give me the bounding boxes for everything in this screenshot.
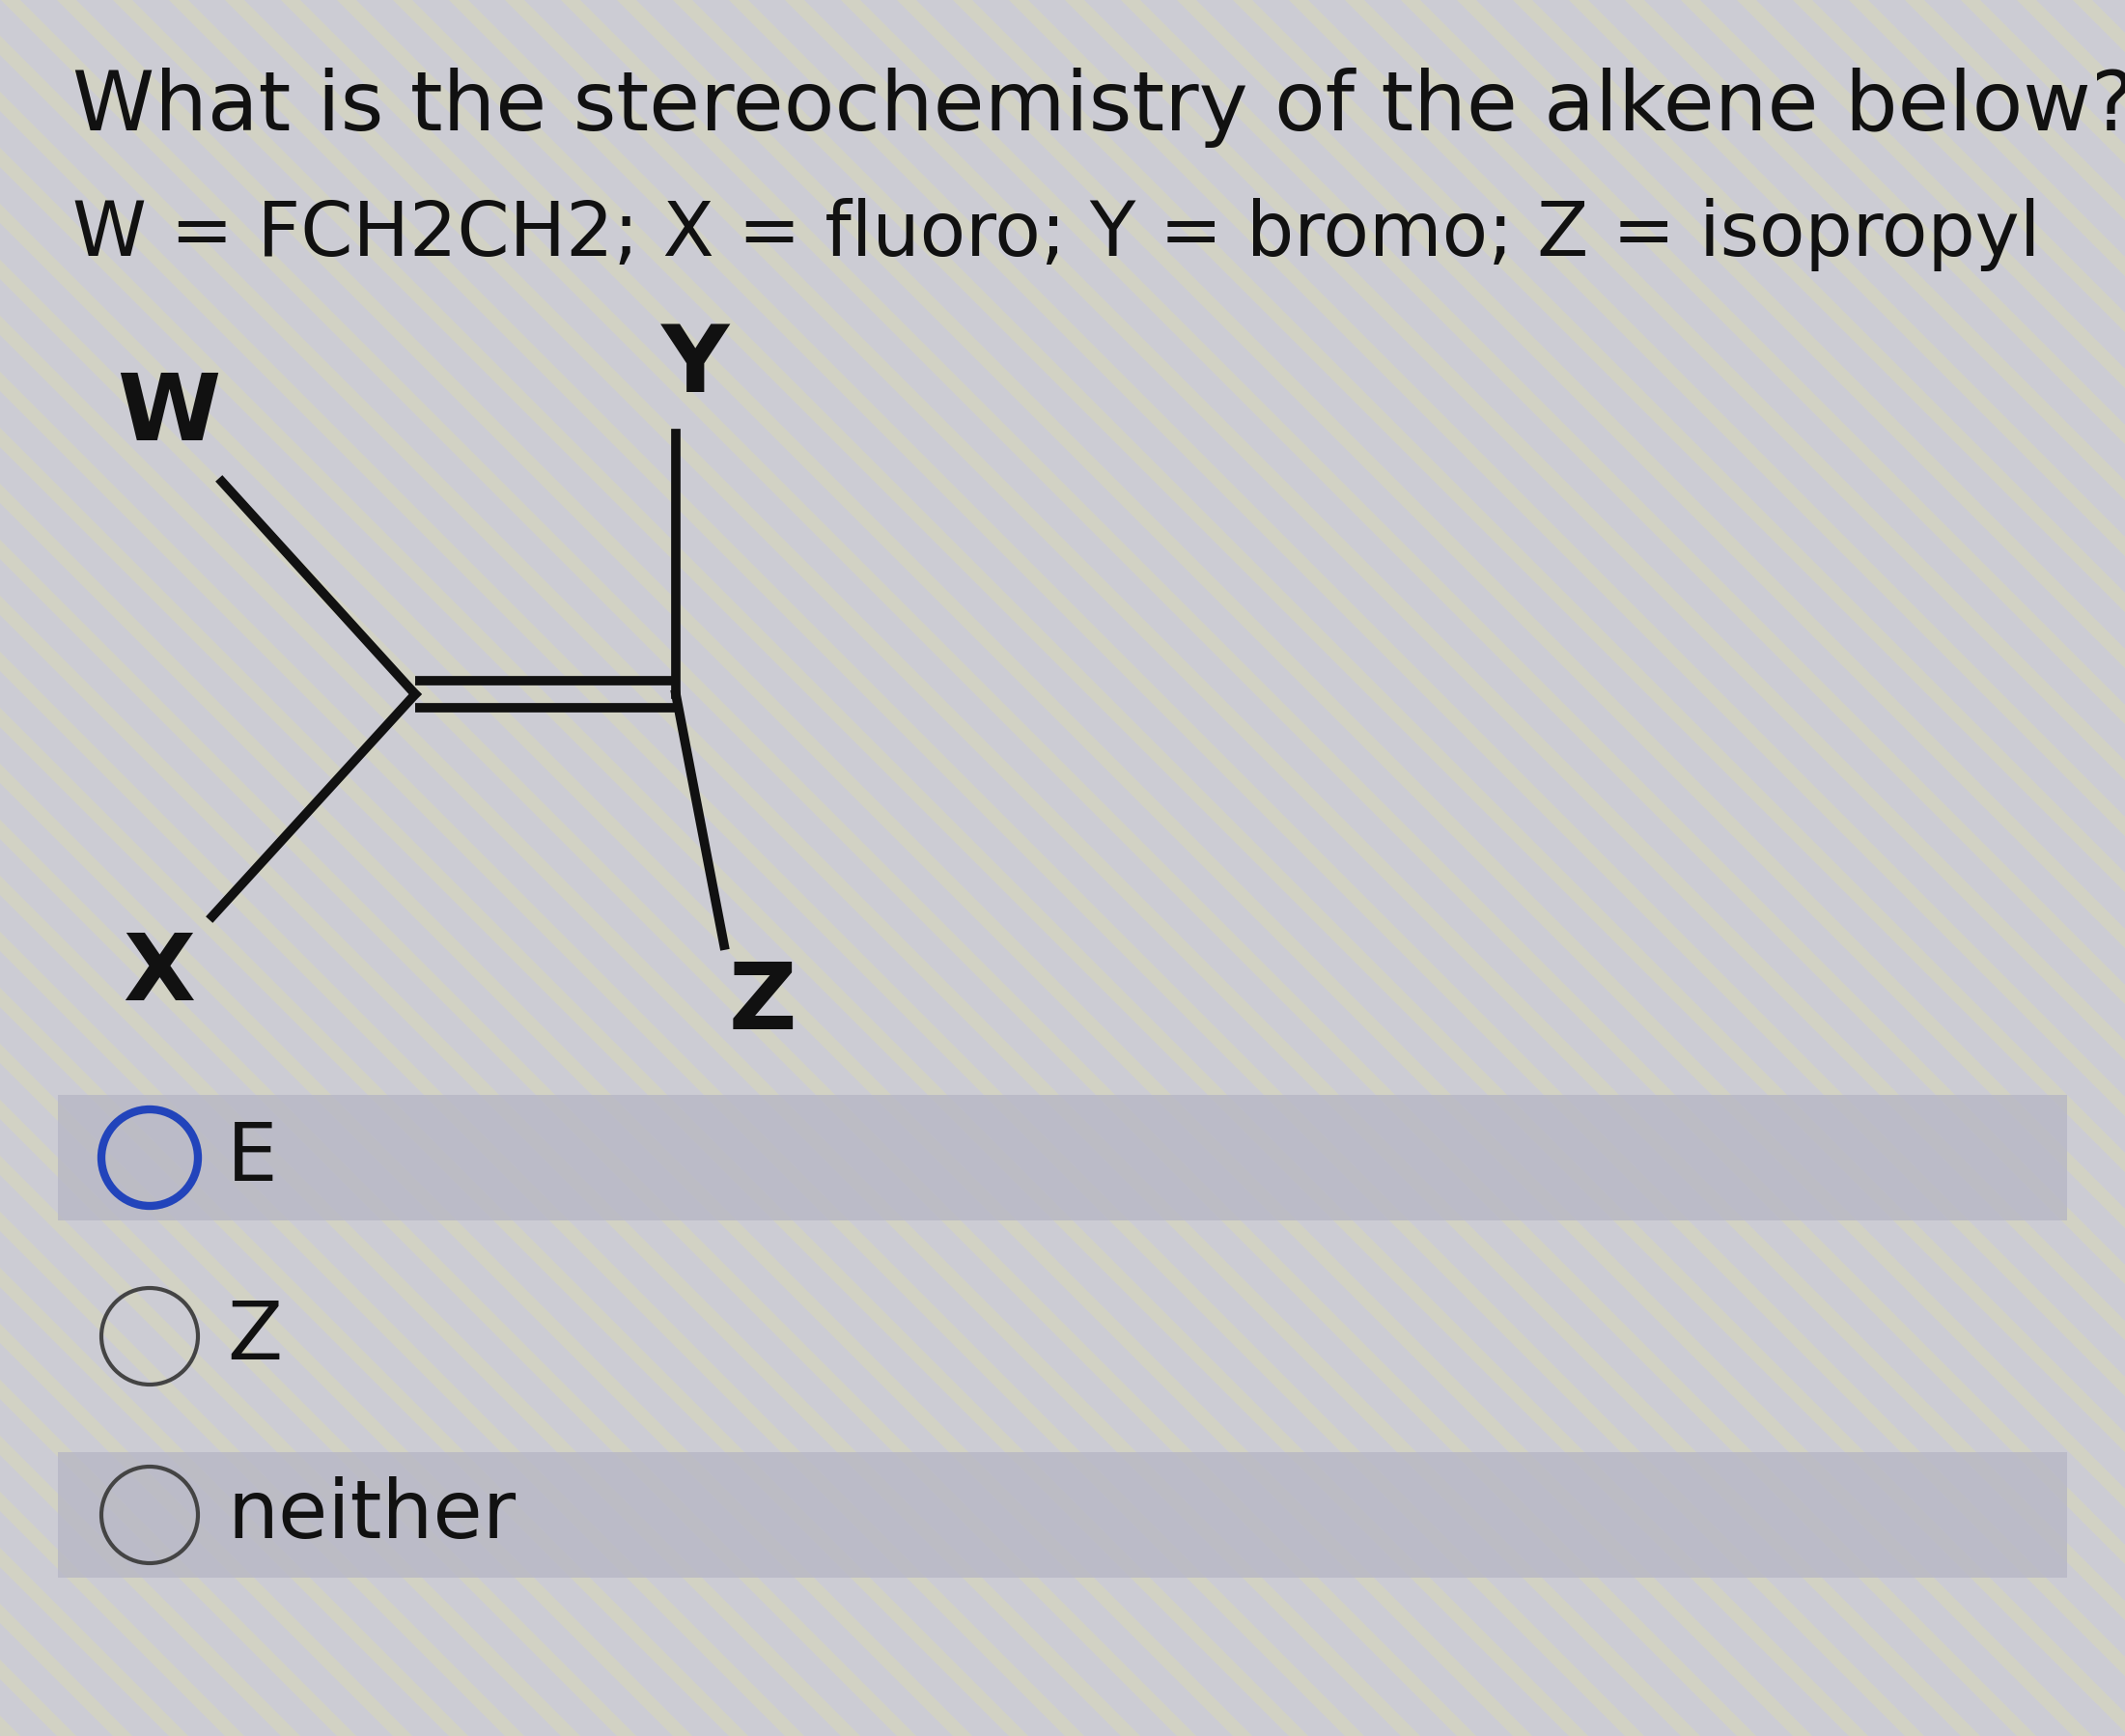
Polygon shape <box>0 0 357 1736</box>
Polygon shape <box>336 0 2093 1736</box>
Polygon shape <box>0 0 76 1736</box>
Polygon shape <box>839 0 2125 1736</box>
Polygon shape <box>897 0 2125 1736</box>
Polygon shape <box>0 0 1084 1736</box>
Polygon shape <box>0 0 1477 1736</box>
Polygon shape <box>1400 0 2125 1736</box>
Polygon shape <box>672 0 2125 1736</box>
Text: W: W <box>117 370 221 460</box>
Polygon shape <box>223 0 1980 1736</box>
Polygon shape <box>0 0 748 1736</box>
Polygon shape <box>113 0 1868 1736</box>
Polygon shape <box>0 0 803 1736</box>
Polygon shape <box>0 0 635 1736</box>
Polygon shape <box>0 0 973 1736</box>
Polygon shape <box>1065 0 2125 1736</box>
Polygon shape <box>1624 0 2125 1736</box>
Polygon shape <box>1007 0 2125 1736</box>
Polygon shape <box>2072 0 2125 1736</box>
Polygon shape <box>1791 0 2125 1736</box>
Polygon shape <box>0 0 1141 1736</box>
Polygon shape <box>561 0 2125 1736</box>
Polygon shape <box>1232 0 2125 1736</box>
Polygon shape <box>0 0 693 1736</box>
Polygon shape <box>281 0 2036 1736</box>
Polygon shape <box>0 0 244 1736</box>
Polygon shape <box>0 0 1532 1736</box>
Polygon shape <box>0 0 1309 1736</box>
Polygon shape <box>0 0 189 1736</box>
Polygon shape <box>55 0 1813 1736</box>
Polygon shape <box>0 0 861 1736</box>
Polygon shape <box>1681 0 2125 1736</box>
Polygon shape <box>1343 0 2125 1736</box>
Polygon shape <box>1288 0 2125 1736</box>
Polygon shape <box>57 1453 2068 1578</box>
Polygon shape <box>0 0 468 1736</box>
Polygon shape <box>0 0 525 1736</box>
Polygon shape <box>2017 0 2125 1736</box>
Text: E: E <box>227 1120 278 1198</box>
Polygon shape <box>1904 0 2125 1736</box>
Polygon shape <box>168 0 1923 1736</box>
Polygon shape <box>0 0 1755 1736</box>
Polygon shape <box>0 0 1420 1736</box>
Polygon shape <box>57 1095 2068 1220</box>
Text: Z: Z <box>227 1297 283 1375</box>
Polygon shape <box>0 0 1587 1736</box>
Text: Y: Y <box>661 321 729 411</box>
Polygon shape <box>0 0 1364 1736</box>
Polygon shape <box>952 0 2125 1736</box>
Polygon shape <box>0 0 132 1736</box>
Polygon shape <box>1568 0 2125 1736</box>
Polygon shape <box>1511 0 2125 1736</box>
Polygon shape <box>0 0 1028 1736</box>
Text: X: X <box>123 930 195 1019</box>
Polygon shape <box>0 0 580 1736</box>
Polygon shape <box>729 0 2125 1736</box>
Text: W = FCH2CH2; X = fluoro; Y = bromo; Z = isopropyl: W = FCH2CH2; X = fluoro; Y = bromo; Z = … <box>72 198 2040 271</box>
Polygon shape <box>1456 0 2125 1736</box>
Polygon shape <box>448 0 2125 1736</box>
Polygon shape <box>1959 0 2125 1736</box>
Polygon shape <box>0 0 300 1736</box>
Text: Z: Z <box>729 958 797 1049</box>
Polygon shape <box>0 0 21 1736</box>
Polygon shape <box>1175 0 2125 1736</box>
Polygon shape <box>0 0 916 1736</box>
Polygon shape <box>784 0 2125 1736</box>
Polygon shape <box>0 0 1252 1736</box>
Polygon shape <box>1120 0 2125 1736</box>
Polygon shape <box>1849 0 2125 1736</box>
Polygon shape <box>0 0 412 1736</box>
Polygon shape <box>0 0 1700 1736</box>
Polygon shape <box>504 0 2125 1736</box>
Polygon shape <box>0 0 1196 1736</box>
Polygon shape <box>616 0 2125 1736</box>
Polygon shape <box>391 0 2125 1736</box>
Polygon shape <box>0 0 1645 1736</box>
Text: neither: neither <box>227 1476 516 1554</box>
Polygon shape <box>1736 0 2125 1736</box>
Text: What is the stereochemistry of the alkene below?: What is the stereochemistry of the alken… <box>72 68 2125 148</box>
